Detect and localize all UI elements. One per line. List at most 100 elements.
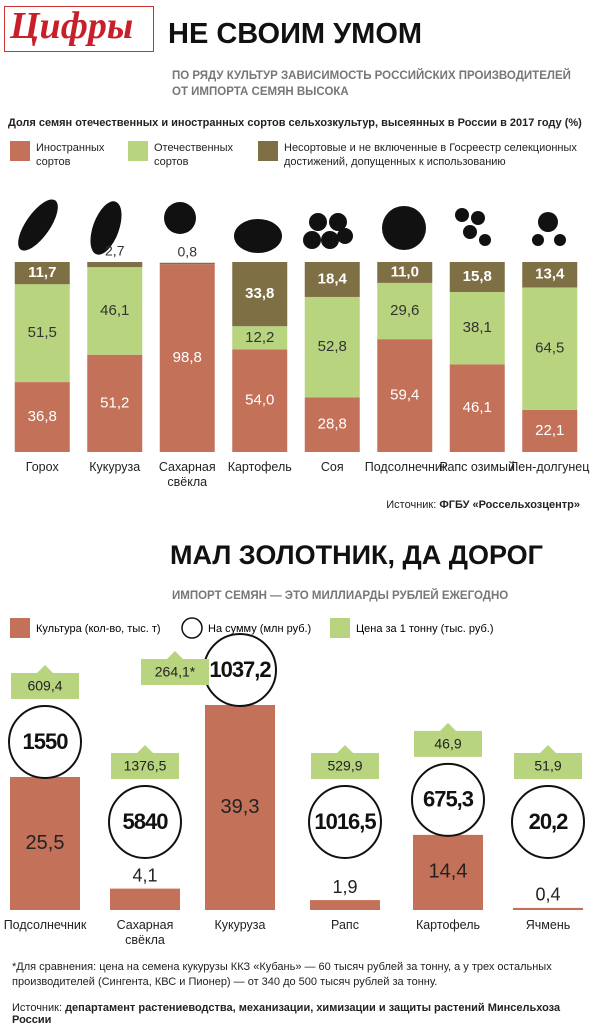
bar-segment [449, 262, 505, 293]
bar-segment [87, 267, 143, 355]
value-label: 98,8 [173, 349, 202, 366]
x-tick-label: Соя [320, 460, 344, 474]
legend-label: Цена за 1 тонну (тыс. руб.) [356, 623, 494, 635]
sum-circle [511, 785, 585, 859]
bar-segment [87, 354, 143, 452]
price-label: 609,4 [27, 678, 62, 694]
bar [10, 776, 80, 910]
bar-segment [232, 262, 288, 327]
x-tick-label: Сахарная свёкла [158, 460, 216, 489]
bar [513, 907, 583, 910]
bar-segment [87, 262, 143, 268]
subtitle: ПО РЯДУ КУЛЬТУР ЗАВИСИМОСТЬ РОССИЙСКИХ П… [172, 70, 571, 98]
value-label: 38,1 [463, 319, 492, 336]
legend-swatch [10, 141, 30, 161]
bar-segment [449, 364, 505, 452]
value-label: 36,8 [28, 408, 57, 425]
legend-label: Культура (кол-во, тыс. т) [36, 623, 161, 635]
sum-circle [308, 785, 382, 859]
logo: Цифры [10, 5, 134, 47]
chart1-title: Доля семян отечественных и иностранных с… [8, 117, 582, 129]
price-label: 51,9 [534, 758, 561, 774]
bar-segment [522, 410, 578, 452]
x-tick-label: Рапс [331, 918, 359, 932]
x-tick-label: Ячмень [525, 918, 571, 932]
chart2-title: МАЛ ЗОЛОТНИК, ДА ДОРОГ [170, 540, 543, 570]
bar-segment [159, 264, 215, 452]
bar-segment [449, 292, 505, 365]
value-label: 2,7 [105, 243, 125, 259]
footnote: *Для сравнения: цена на семена кукурузы … [12, 961, 552, 988]
bar-segment [377, 282, 433, 340]
crop-icons [18, 199, 566, 255]
bar-segment [304, 262, 360, 297]
value-label: 0,4 [535, 885, 560, 905]
price-tag [414, 722, 482, 757]
bar-segment [377, 262, 433, 283]
value-label: 18,4 [318, 270, 348, 287]
sum-label: 1016,5 [314, 809, 376, 834]
sum-label: 1550 [23, 729, 69, 754]
legend-label: На сумму (млн руб.) [208, 623, 311, 635]
bar [310, 900, 380, 910]
value-label: 1,9 [332, 877, 357, 897]
source: Источник: департамент растениеводства, м… [12, 1002, 592, 1024]
bar-segment [232, 349, 288, 452]
price-label: 264,1* [155, 664, 196, 680]
source-label: Источник: [386, 499, 437, 511]
title: НЕ СВОИМ УМОМ [168, 18, 423, 50]
logo-box [4, 6, 154, 52]
x-tick-label: Кукуруза [214, 918, 266, 932]
sum-label: 1037,2 [209, 657, 271, 682]
value-label: 59,4 [390, 387, 419, 404]
price-tag [141, 651, 209, 685]
legend-label: Иностранных сортов [36, 142, 105, 168]
x-tick-label: Лен-долгунец [510, 460, 590, 474]
value-label: 0,8 [178, 243, 198, 259]
price-tag [111, 745, 179, 779]
value-label: 46,1 [463, 399, 492, 416]
value-label: 4,1 [132, 865, 157, 885]
bar-segment [14, 284, 70, 383]
legend-swatch [330, 618, 350, 638]
value-label: 46,1 [100, 302, 129, 319]
value-label: 51,5 [28, 324, 57, 341]
bar-segment [14, 382, 70, 452]
sum-label: 675,3 [423, 787, 474, 812]
legend-swatch [128, 141, 148, 161]
legend-swatch [258, 141, 278, 161]
source-text: департамент растениеводства, механизации… [12, 1002, 561, 1024]
bar-segment [304, 397, 360, 452]
value-label: 11,7 [28, 264, 56, 281]
x-tick-label: Картофель [227, 460, 292, 474]
value-label: 54,0 [245, 392, 274, 409]
x-tick-label: Рапс озимый [439, 460, 515, 474]
x-tick-label: Подсолнечник [3, 918, 87, 932]
value-label: 64,5 [535, 340, 564, 357]
bar-segment [377, 339, 433, 452]
bar-segment [304, 296, 360, 398]
value-label: 14,4 [429, 861, 468, 883]
legend-label: Отечественных сортов [154, 142, 234, 168]
price-tag [514, 745, 582, 779]
bar [205, 705, 275, 910]
price-tag [11, 664, 79, 699]
source: Источник: ФГБУ «Россельхозцентр» [386, 499, 580, 511]
value-label: 51,2 [100, 394, 129, 411]
sum-label: 20,2 [529, 809, 569, 834]
sum-label: 5840 [123, 809, 169, 834]
x-tick-label: Горох [25, 460, 59, 474]
value-label: 29,6 [390, 302, 419, 319]
value-label: 25,5 [26, 832, 65, 854]
x-tick-label: Подсолнечник [364, 460, 448, 474]
price-tag [311, 745, 379, 779]
bar [110, 888, 180, 910]
value-label: 52,8 [318, 338, 347, 355]
price-label: 46,9 [434, 736, 461, 752]
sum-circle [411, 762, 485, 837]
x-tick-label: Сахарная свёкла [116, 918, 174, 947]
bar-segment [232, 326, 288, 350]
value-label: 39,3 [221, 796, 260, 818]
source-label: Источник: [12, 1002, 63, 1014]
